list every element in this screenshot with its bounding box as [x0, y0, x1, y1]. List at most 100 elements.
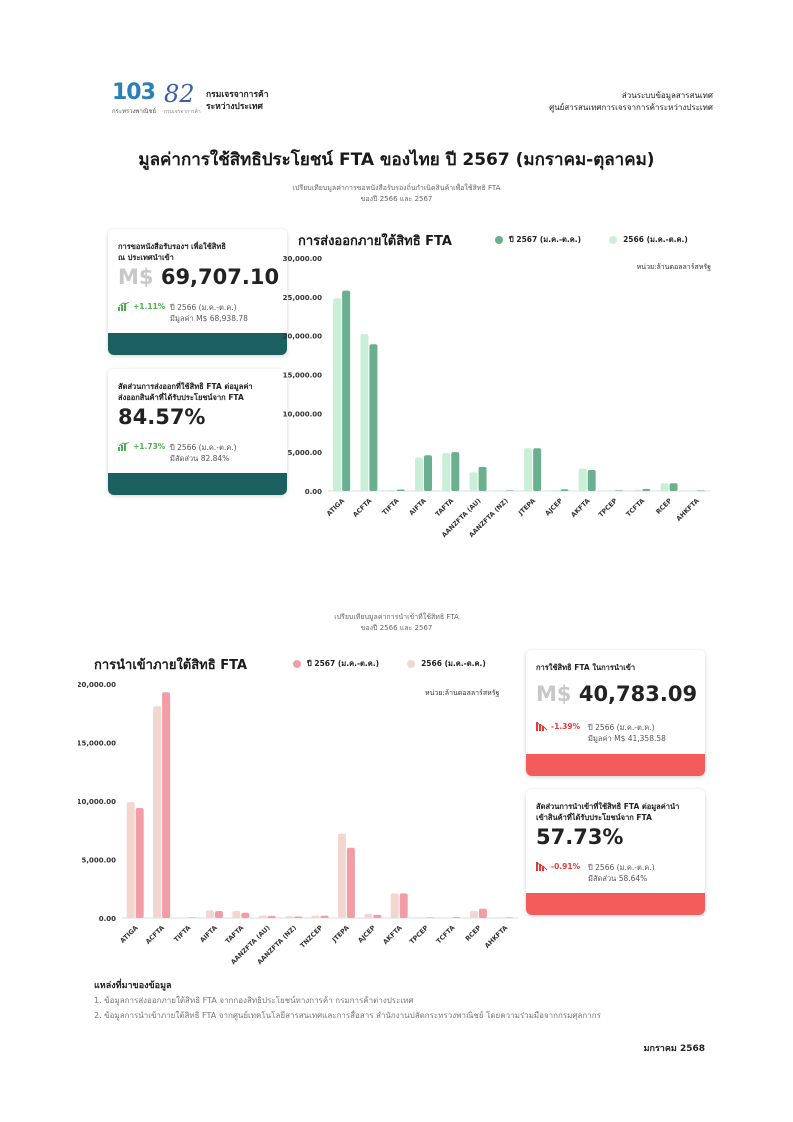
- bar-2567: [505, 490, 514, 491]
- bar-2566: [360, 334, 369, 491]
- export-unit: หน่วย:ล้านดอลลาร์สหรัฐ: [636, 263, 711, 271]
- x-tick-label: ATIGA: [325, 497, 346, 518]
- trend-up: +1.73%: [118, 442, 165, 451]
- page-title: มูลค่าการใช้สิทธิประโยชน์ FTA ของไทย ปี …: [138, 150, 655, 170]
- bar-2566: [415, 457, 423, 491]
- x-tick-label: TNZCEP: [299, 924, 325, 950]
- card-prev: ปี 2566 (ม.ค.-ต.ค.) มีสัดส่วน 58.64%: [588, 863, 655, 883]
- x-tick-label: AIFTA: [408, 497, 428, 517]
- x-tick-label: TPCEP: [408, 924, 430, 946]
- bar-2566: [364, 913, 373, 918]
- import-share-card: สัดส่วนการนำเข้าที่ใช้สิทธิ FTA ต่อมูลค่…: [526, 789, 705, 915]
- bar-2566: [469, 910, 478, 918]
- card-prev: ปี 2566 (ม.ค.-ต.ค.) มีมูลค่า M$ 41,358.5…: [588, 723, 666, 743]
- x-tick-label: AKFTA: [569, 497, 591, 519]
- bar-2567: [478, 908, 487, 918]
- card-accent-bar: [108, 333, 287, 355]
- bar-2566: [443, 917, 452, 918]
- trend-up-icon: [118, 442, 130, 451]
- dtn-82-logo: 82 กรมเจรจาการค้า: [164, 80, 201, 115]
- header-unit-name: ส่วนระบบข้อมูลสารสนเทศ ศูนย์สารสนเทศการเ…: [549, 91, 713, 112]
- export-cert-card: การขอหนังสือรับรองฯ เพื่อใช้สิทธิ ณ ประเ…: [108, 229, 287, 355]
- import-use-card: การใช้สิทธิ FTA ในการนำเข้า M$ 40,783.09…: [526, 650, 705, 776]
- bar-2566: [633, 489, 642, 491]
- bar-2566: [578, 468, 587, 491]
- bar-2566: [333, 298, 342, 491]
- x-tick-label: TCFTA: [625, 497, 647, 519]
- bar-2566: [179, 917, 188, 918]
- trend-down-icon: [536, 722, 548, 731]
- x-tick-label: TAFTA: [434, 497, 455, 518]
- x-tick-label: ACFTA: [351, 497, 373, 519]
- card-label: สัดส่วนการนำเข้าที่ใช้สิทธิ FTA ต่อมูลค่…: [536, 802, 680, 822]
- bar-2567: [369, 344, 378, 491]
- bar-2566: [387, 490, 396, 491]
- bar-2566: [126, 802, 135, 918]
- bar-2567: [560, 489, 569, 491]
- bar-2566: [442, 452, 451, 491]
- bar-2567: [642, 488, 651, 491]
- moc-103-logo: 103 กระทรวงพาณิชย์: [112, 80, 157, 115]
- import-chart-title: การนำเข้าภายใต้สิทธิ FTA: [94, 658, 248, 673]
- footer-date: มกราคม 2568: [643, 1044, 705, 1054]
- y-tick-label: 15,000.00: [283, 372, 323, 380]
- legend-item-2567: ปี 2567 (ม.ค.-ต.ค.): [495, 234, 581, 246]
- x-tick-label: AHKFTA: [483, 924, 509, 950]
- bar-2567: [615, 490, 623, 491]
- bar-2567: [373, 914, 382, 918]
- trend-up-icon: [118, 302, 130, 311]
- x-tick-label: RCEP: [464, 924, 483, 943]
- trend-down-icon: [536, 862, 548, 871]
- x-tick-label: ACFTA: [144, 924, 166, 946]
- bar-2567: [426, 917, 435, 918]
- card-value: 84.57%: [118, 405, 206, 429]
- y-tick-label: 10,000.00: [283, 410, 323, 418]
- x-tick-label: TPCEP: [597, 497, 619, 519]
- bar-2567: [294, 916, 303, 918]
- bar-2566: [337, 833, 346, 918]
- y-tick-label: 15,000.00: [78, 740, 116, 748]
- card-prev: ปี 2566 (ม.ค.-ต.ค.) มีมูลค่า M$ 68,938.7…: [170, 303, 248, 323]
- card-label: การขอหนังสือรับรองฯ เพื่อใช้สิทธิ ณ ประเ…: [118, 242, 226, 262]
- x-tick-label: TCFTA: [435, 924, 457, 946]
- bar-2567: [214, 910, 223, 918]
- y-tick-label: 0.00: [305, 488, 322, 496]
- source-item: 1. ข้อมูลการส่งออกภายใต้สิทธิ FTA จากกอง…: [94, 996, 414, 1005]
- bar-2567: [267, 915, 276, 918]
- x-tick-label: ATIGA: [119, 924, 140, 945]
- x-tick-label: AKFTA: [381, 924, 403, 946]
- bar-2567: [320, 915, 329, 918]
- bar-2566: [606, 490, 614, 491]
- y-tick-label: 20,000.00: [283, 333, 323, 341]
- bar-2567: [424, 455, 432, 491]
- import-bar-chart: 0.00 5,000.00 10,000.00 15,000.00 20,000.00 A…: [78, 681, 518, 966]
- bar-2566: [153, 706, 162, 918]
- x-tick-label: AHKFTA: [675, 497, 701, 523]
- import-legend: ปี 2567 (ม.ค.-ต.ค.) 2566 (ม.ค.-ต.ค.): [293, 658, 486, 670]
- source-item: 2. ข้อมูลการนำเข้าภายใต้สิทธิ FTA จากศูน…: [94, 1011, 601, 1020]
- bar-2567: [533, 448, 542, 491]
- bar-2567: [162, 692, 171, 918]
- logo-group: 103 กระทรวงพาณิชย์ 82 กรมเจรจาการค้า กรม…: [112, 80, 312, 120]
- bar-2566: [551, 490, 560, 491]
- card-accent-bar: [526, 754, 705, 776]
- card-accent-bar: [108, 473, 287, 495]
- bar-2566: [687, 490, 696, 491]
- bar-2567: [669, 483, 678, 491]
- x-tick-label: JTEPA: [330, 924, 351, 945]
- bar-2566: [311, 915, 320, 918]
- bar-2567: [696, 490, 705, 491]
- y-tick-label: 5,000.00: [287, 449, 322, 457]
- export-subtitle: เปรียบเทียบมูลค่าการขอหนังสือรับรองถิ่นก…: [292, 184, 501, 203]
- x-tick-label: AJCEP: [356, 924, 377, 945]
- bar-2567: [346, 847, 355, 918]
- export-share-card: สัดส่วนการส่งออกที่ใช้สิทธิ FTA ต่อมูลค่…: [108, 369, 287, 495]
- trend-down: -1.39%: [536, 722, 580, 731]
- bar-2567: [478, 466, 487, 491]
- x-tick-label: TAFTA: [224, 924, 245, 945]
- sources-title: แหล่งที่มาของข้อมูล: [94, 981, 172, 991]
- legend-item-2567: ปี 2567 (ม.ค.-ต.ค.): [293, 658, 379, 670]
- import-subtitle: เปรียบเทียบมูลค่าการนำเข้าที่ใช้สิทธิ FT…: [334, 613, 459, 632]
- y-tick-label: 0.00: [99, 915, 116, 923]
- bar-2567: [399, 893, 408, 918]
